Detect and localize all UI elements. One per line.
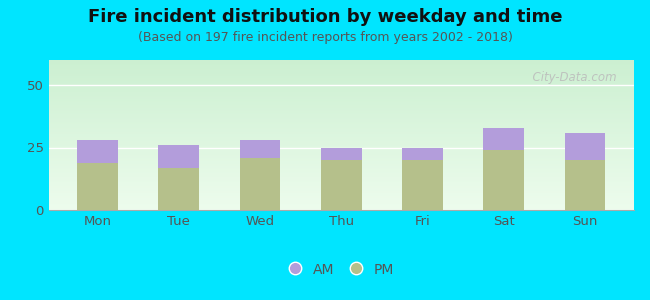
Bar <box>240 158 280 210</box>
Bar <box>565 133 605 160</box>
Legend: AM, PM: AM, PM <box>284 259 398 281</box>
Bar <box>321 160 361 210</box>
Bar <box>321 148 361 160</box>
Bar <box>77 163 118 210</box>
Bar <box>402 148 443 160</box>
Text: Fire incident distribution by weekday and time: Fire incident distribution by weekday an… <box>88 8 562 26</box>
Bar <box>240 140 280 158</box>
Bar <box>484 150 524 210</box>
Bar <box>77 140 118 163</box>
Bar <box>565 160 605 210</box>
Text: City-Data.com: City-Data.com <box>525 70 616 83</box>
Bar <box>159 167 199 210</box>
Bar <box>159 145 199 167</box>
Text: (Based on 197 fire incident reports from years 2002 - 2018): (Based on 197 fire incident reports from… <box>138 32 512 44</box>
Bar <box>402 160 443 210</box>
Bar <box>484 128 524 150</box>
